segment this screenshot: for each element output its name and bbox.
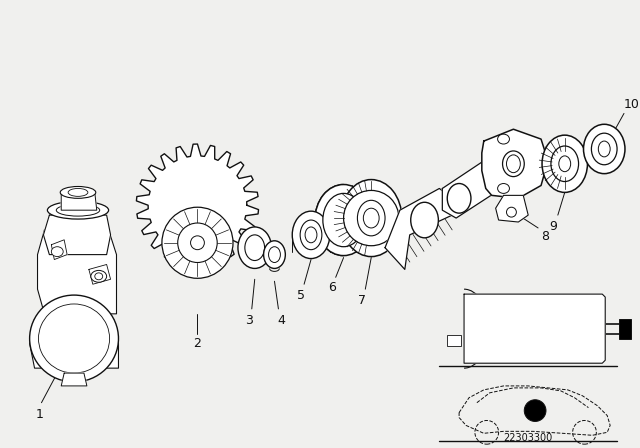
Polygon shape bbox=[61, 373, 87, 386]
Text: 4: 4 bbox=[278, 314, 285, 327]
Polygon shape bbox=[495, 195, 528, 222]
Polygon shape bbox=[61, 192, 97, 210]
Ellipse shape bbox=[245, 235, 264, 261]
Ellipse shape bbox=[598, 141, 610, 157]
Ellipse shape bbox=[506, 155, 520, 172]
Text: 9: 9 bbox=[549, 220, 557, 233]
Ellipse shape bbox=[269, 247, 280, 263]
Ellipse shape bbox=[323, 194, 364, 247]
Ellipse shape bbox=[95, 273, 102, 280]
Ellipse shape bbox=[264, 241, 285, 268]
Ellipse shape bbox=[357, 200, 385, 236]
Text: 8: 8 bbox=[541, 230, 549, 243]
Polygon shape bbox=[89, 264, 111, 284]
Polygon shape bbox=[51, 240, 67, 259]
Ellipse shape bbox=[60, 186, 96, 198]
Polygon shape bbox=[482, 129, 548, 198]
Ellipse shape bbox=[68, 189, 88, 196]
Polygon shape bbox=[136, 144, 259, 267]
Text: 10: 10 bbox=[624, 99, 640, 112]
Ellipse shape bbox=[47, 201, 109, 219]
Bar bbox=[447, 335, 461, 346]
Ellipse shape bbox=[51, 247, 63, 257]
Ellipse shape bbox=[411, 202, 438, 238]
Circle shape bbox=[191, 236, 204, 250]
Ellipse shape bbox=[591, 133, 617, 165]
Bar bbox=[619, 319, 631, 339]
Ellipse shape bbox=[559, 156, 571, 172]
Polygon shape bbox=[38, 230, 116, 314]
Ellipse shape bbox=[447, 184, 471, 213]
Ellipse shape bbox=[56, 204, 100, 216]
Ellipse shape bbox=[506, 207, 516, 217]
Polygon shape bbox=[44, 215, 111, 254]
Ellipse shape bbox=[584, 124, 625, 174]
Polygon shape bbox=[442, 161, 499, 218]
Circle shape bbox=[178, 223, 217, 263]
Polygon shape bbox=[385, 189, 452, 269]
Ellipse shape bbox=[502, 151, 524, 177]
Ellipse shape bbox=[542, 135, 588, 192]
Ellipse shape bbox=[29, 295, 118, 382]
Ellipse shape bbox=[315, 185, 372, 256]
Text: 6: 6 bbox=[328, 281, 335, 294]
Text: 22303300: 22303300 bbox=[504, 433, 553, 443]
Circle shape bbox=[162, 207, 233, 278]
Ellipse shape bbox=[340, 180, 402, 257]
Text: 3: 3 bbox=[245, 314, 253, 327]
Ellipse shape bbox=[91, 271, 107, 282]
Text: 1: 1 bbox=[36, 408, 44, 421]
Ellipse shape bbox=[292, 211, 330, 258]
Text: 5: 5 bbox=[297, 289, 305, 302]
Ellipse shape bbox=[498, 134, 509, 144]
Polygon shape bbox=[29, 319, 118, 368]
Ellipse shape bbox=[305, 227, 317, 243]
Ellipse shape bbox=[498, 184, 509, 194]
Circle shape bbox=[344, 190, 399, 246]
Ellipse shape bbox=[238, 227, 271, 268]
Ellipse shape bbox=[300, 220, 322, 250]
Circle shape bbox=[524, 400, 546, 422]
Ellipse shape bbox=[364, 208, 379, 228]
Polygon shape bbox=[464, 294, 605, 363]
Ellipse shape bbox=[551, 146, 579, 181]
Text: 7: 7 bbox=[358, 294, 366, 307]
Text: 2: 2 bbox=[193, 336, 202, 349]
